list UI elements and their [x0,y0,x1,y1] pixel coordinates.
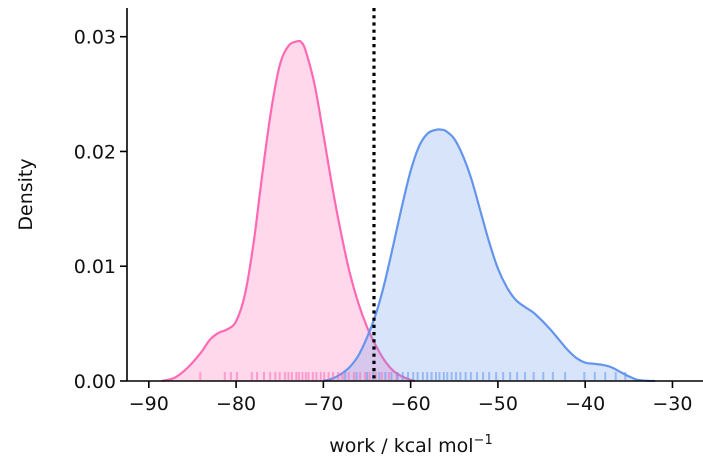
density-area-1 [161,40,415,382]
density-line-2 [323,128,656,383]
x-axis-label-text: work / kcal mol [329,435,473,457]
density-line-1 [161,39,416,383]
x-axis-label: work / kcal mol−1 [329,433,492,457]
x-tick-label: −30 [652,393,692,415]
y-ticks: 0.00 0.01 0.02 0.03 [74,27,127,393]
x-tick-label: −50 [478,393,518,415]
axes: −90 −80 −70 −60 −50 −40 −30 0.00 0.01 0.02 0.03 w… [15,8,703,457]
rug-series-2 [344,372,627,380]
y-tick-label: 0.03 [74,27,116,49]
y-tick-label: 0.00 [74,371,116,393]
x-tick-label: −70 [303,393,343,415]
plot-area [161,8,656,383]
x-tick-label: −40 [565,393,605,415]
y-tick-label: 0.01 [74,256,116,278]
y-tick-label: 0.02 [74,141,116,163]
x-tick-label: −80 [216,393,256,415]
x-ticks: −90 −80 −70 −60 −50 −40 −30 [129,381,693,415]
x-tick-label: −60 [391,393,431,415]
x-axis-label-superscript: −1 [474,433,493,448]
x-tick-label: −90 [129,393,169,415]
y-axis-label: Density [15,158,37,230]
